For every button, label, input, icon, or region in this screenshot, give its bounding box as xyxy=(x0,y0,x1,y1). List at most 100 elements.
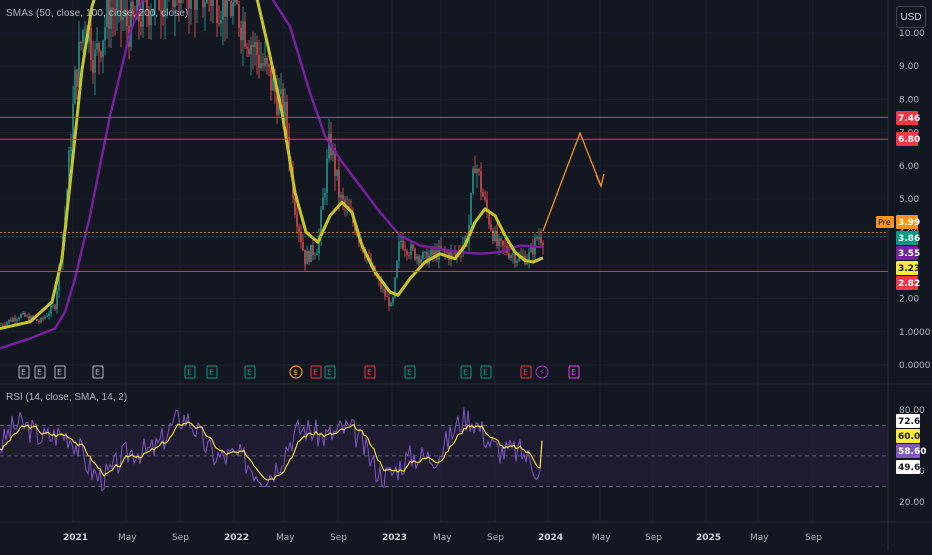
candle-body xyxy=(464,237,466,245)
time-tick-label: May xyxy=(118,533,137,543)
price-tag: 6.80 xyxy=(896,132,920,146)
candle-body xyxy=(254,42,256,47)
candle-body xyxy=(252,44,254,47)
event-marker[interactable]: E xyxy=(54,365,66,379)
event-marker[interactable]: E xyxy=(460,365,472,379)
candle-body xyxy=(146,0,148,11)
candle-body xyxy=(296,214,298,227)
candle-body xyxy=(502,240,504,246)
event-marker[interactable]: E xyxy=(404,365,416,379)
candle-body xyxy=(178,0,180,3)
candle-body xyxy=(416,256,418,260)
event-marker[interactable]: E xyxy=(568,365,580,379)
currency-button[interactable]: USD xyxy=(896,6,926,28)
candle-body xyxy=(76,69,78,87)
event-icon xyxy=(18,365,30,379)
candle-body xyxy=(528,252,530,261)
candle-body xyxy=(396,260,398,278)
candle-body xyxy=(108,0,110,29)
candles xyxy=(0,0,544,328)
rsi-tag: 60.04 xyxy=(896,429,926,443)
event-icon xyxy=(34,365,46,379)
event-marker[interactable]: E xyxy=(364,365,376,379)
candle-body xyxy=(434,250,436,256)
event-marker[interactable]: E xyxy=(244,365,256,379)
event-marker[interactable]: E xyxy=(520,365,532,379)
candle-body xyxy=(154,0,156,10)
event-marker[interactable]: E xyxy=(92,365,104,379)
event-marker[interactable]: E xyxy=(18,365,30,379)
candle-body xyxy=(28,315,30,321)
candle-body xyxy=(98,42,100,52)
event-marker[interactable]: E xyxy=(480,365,492,379)
event-marker[interactable]: E xyxy=(310,365,322,379)
candle-body xyxy=(160,10,162,14)
candle-body xyxy=(478,169,480,172)
event-icon xyxy=(310,365,322,379)
event-marker[interactable]: E xyxy=(184,365,196,379)
candle-body xyxy=(390,302,392,307)
event-marker[interactable]: $ xyxy=(289,365,303,379)
candle-body xyxy=(530,247,532,253)
candle-body xyxy=(120,0,122,21)
candle-body xyxy=(326,158,328,193)
candle-body xyxy=(106,0,108,28)
candle-body xyxy=(496,230,498,246)
time-tick-label: Sep xyxy=(487,533,504,543)
candle-body xyxy=(212,0,214,6)
time-tick-label: Sep xyxy=(805,533,822,543)
candle-body xyxy=(268,64,270,68)
candle-body xyxy=(130,1,132,47)
candle-body xyxy=(422,252,424,259)
candle-body xyxy=(148,10,150,26)
event-icon xyxy=(184,365,196,379)
candle-body xyxy=(522,255,524,257)
candle-body xyxy=(210,0,212,6)
candle-body xyxy=(50,306,52,314)
candle-body xyxy=(152,9,154,15)
event-label: E xyxy=(571,368,576,377)
price-tag-box xyxy=(896,276,918,290)
event-marker[interactable]: E xyxy=(34,365,46,379)
event-marker[interactable]: E xyxy=(206,365,218,379)
sma-indicator-legend[interactable]: SMAs (50, close, 100, close, 200, close) xyxy=(6,8,189,19)
candle-body xyxy=(232,2,234,16)
candle-body xyxy=(418,256,420,264)
price-tag-box xyxy=(896,231,918,245)
event-marker[interactable]: E xyxy=(324,365,336,379)
candle-body xyxy=(44,316,46,319)
candle-body xyxy=(482,192,484,197)
event-icon xyxy=(289,365,303,379)
rsi-tick-label: 80.00 xyxy=(899,406,925,416)
candle-body xyxy=(270,67,272,91)
event-marker[interactable]: ⚡ xyxy=(535,365,549,379)
event-icon xyxy=(206,365,218,379)
candle-body xyxy=(236,0,238,5)
candle-body xyxy=(202,0,204,8)
candle-body xyxy=(242,21,244,41)
event-label: E xyxy=(483,368,488,377)
rsi-tag-box xyxy=(896,429,920,443)
rsi-indicator-legend[interactable]: RSI (14, close, SMA, 14, 2) xyxy=(6,392,128,403)
candle-body xyxy=(68,151,70,190)
candle-body xyxy=(402,240,404,250)
candle-body xyxy=(446,251,448,253)
event-label: E xyxy=(187,368,192,377)
candle-body xyxy=(286,101,288,137)
candle-body xyxy=(426,251,428,265)
time-tick-label: May xyxy=(750,533,769,543)
candle-body xyxy=(204,2,206,8)
candle-body xyxy=(52,305,54,307)
candle-body xyxy=(228,0,230,1)
time-tick-label: 2021 xyxy=(63,533,88,543)
sma-long-line xyxy=(0,0,544,350)
rsi-tag-label: 60.04 xyxy=(898,432,926,442)
candle-body xyxy=(316,253,318,255)
rsi-tag-box xyxy=(896,414,920,428)
candle-body xyxy=(470,192,472,226)
candle-body xyxy=(386,296,388,298)
candle-body xyxy=(492,230,494,242)
